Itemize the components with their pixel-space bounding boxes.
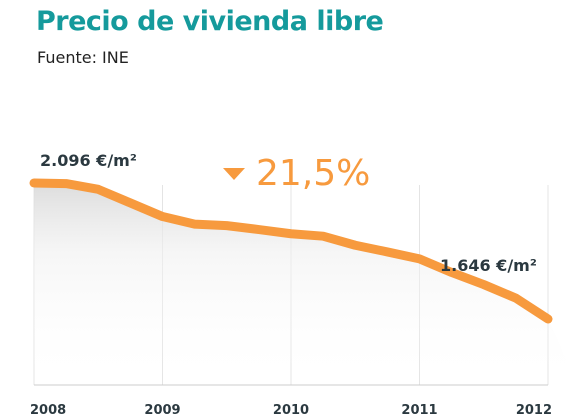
chart-source: Fuente: INE — [37, 48, 129, 67]
triangle-down-icon — [223, 168, 245, 180]
start-value-label: 2.096 €/m² — [40, 151, 137, 170]
x-tick-label-2012: 2012 — [516, 403, 552, 418]
x-tick-label-2010: 2010 — [273, 403, 309, 418]
x-tick-label-2008: 2008 — [30, 403, 66, 418]
x-tick-label-2009: 2009 — [144, 403, 180, 418]
end-value-label: 1.646 €/m² — [440, 256, 537, 275]
series-line — [29, 178, 553, 324]
x-axis: 2008 2009 2010 2011 2012 — [30, 403, 552, 418]
x-tick-label-2011: 2011 — [401, 403, 437, 418]
change-percent-label: 21,5% — [256, 153, 370, 194]
chart-area-shadow — [34, 183, 578, 385]
chart-title: Precio de vivienda libre — [36, 6, 384, 37]
